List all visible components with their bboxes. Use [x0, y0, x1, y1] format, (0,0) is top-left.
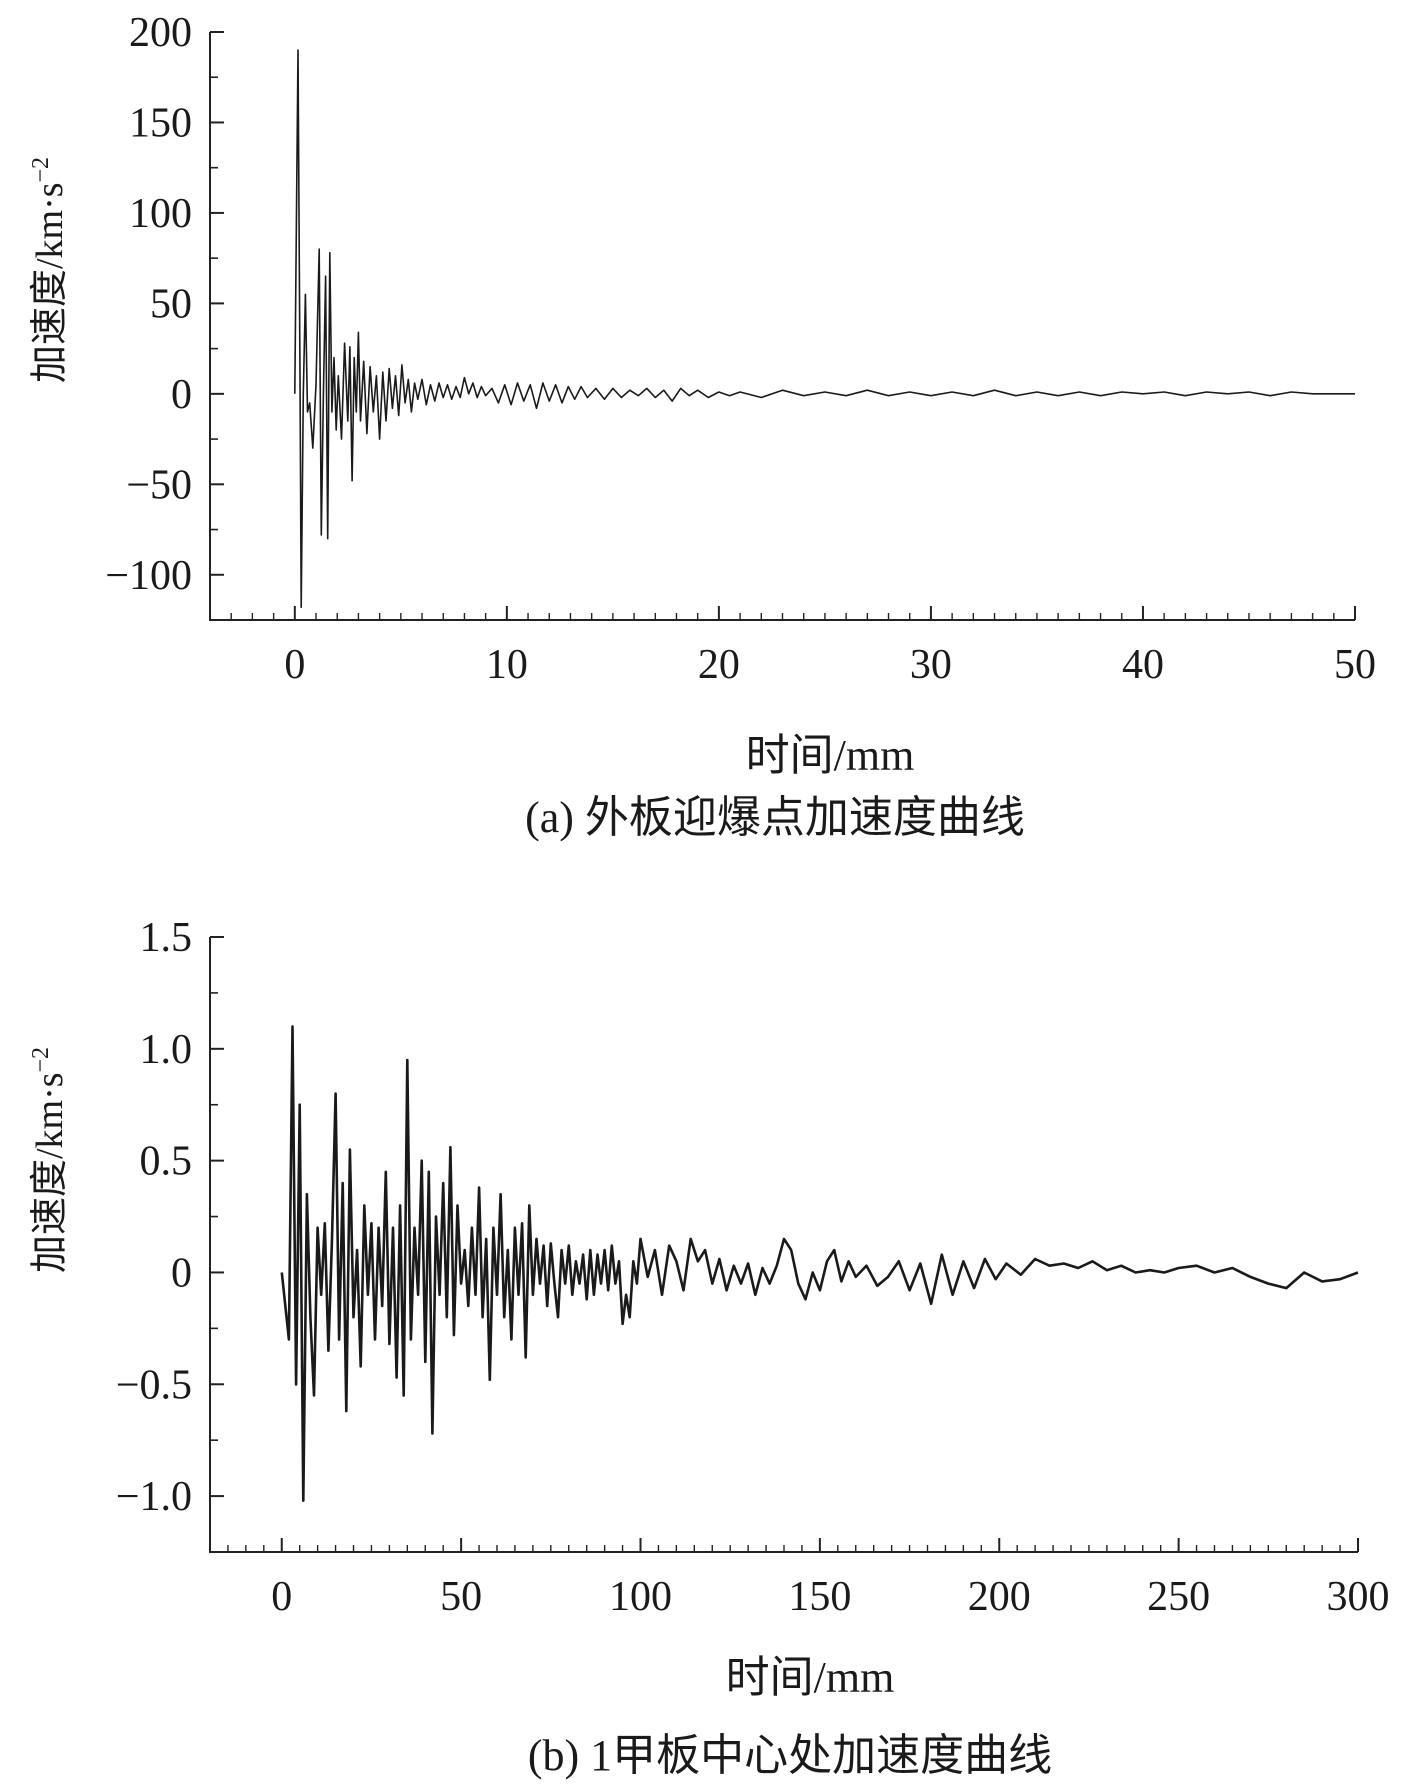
chart-a-x-tick-label: 50 — [1334, 642, 1376, 688]
chart-panel-b: 1.5 1.0 0.5 0 −0.5 −1.0 0 50 100 150 200 250 300 加速… — [28, 915, 1390, 1780]
chart-a-y-tick-label: 200 — [129, 10, 192, 56]
chart-a-y-tick-labels: 200 150 100 50 0 −50 −100 — [105, 10, 192, 599]
chart-a-y-tick-label: 100 — [129, 191, 192, 237]
chart-b-y-tick-label: −0.5 — [116, 1362, 192, 1408]
chart-a-x-tick-labels: 0 10 20 30 40 50 — [284, 642, 1376, 688]
chart-b-x-tick-label: 300 — [1327, 1574, 1390, 1620]
chart-a-x-tick-label: 30 — [910, 642, 952, 688]
chart-a-y-tick-label: 150 — [129, 100, 192, 146]
chart-b-x-tick-label: 250 — [1147, 1574, 1210, 1620]
chart-panel-a: 200 150 100 50 0 −50 −100 0 10 20 30 40 50 加速度/km·s… — [28, 10, 1376, 842]
chart-b-series-line — [280, 1025, 1359, 1502]
chart-b-y-tick-label: 0.5 — [140, 1139, 193, 1185]
chart-b-x-tick-label: 100 — [609, 1574, 672, 1620]
chart-a-x-tick-label: 10 — [486, 642, 528, 688]
chart-b-x-tick-labels: 0 50 100 150 200 250 300 — [271, 1574, 1389, 1620]
chart-a-y-tick-label: 50 — [150, 281, 192, 327]
chart-b-y-tick-label: 0 — [171, 1250, 192, 1296]
chart-b-y-tick-label: 1.5 — [140, 915, 193, 961]
chart-a-axes — [209, 32, 1355, 621]
chart-b-x-tick-label: 200 — [968, 1574, 1031, 1620]
chart-a-caption: (a) 外板迎爆点加速度曲线 — [525, 793, 1025, 842]
chart-a-y-tick-label: −50 — [126, 462, 192, 508]
chart-b-y-axis-title: 加速度/km·s−2 — [28, 1047, 71, 1273]
chart-a-series-line — [294, 49, 1355, 609]
chart-a-y-tick-label: −100 — [105, 553, 192, 599]
chart-a-ticks — [209, 31, 1356, 621]
chart-b-ticks — [209, 936, 1359, 1553]
chart-b-caption: (b) 1甲板中心处加速度曲线 — [528, 1731, 1052, 1780]
chart-b-x-axis-title: 时间/mm — [726, 1653, 895, 1702]
chart-b-x-tick-label: 50 — [440, 1574, 482, 1620]
chart-b-y-tick-label: 1.0 — [140, 1027, 193, 1073]
chart-a-y-axis-title: 加速度/km·s−2 — [28, 157, 71, 383]
chart-a-x-tick-label: 20 — [698, 642, 740, 688]
chart-b-y-tick-label: −1.0 — [116, 1474, 192, 1520]
chart-a-x-tick-label: 40 — [1122, 642, 1164, 688]
chart-a-y-tick-label: 0 — [171, 372, 192, 418]
chart-a-x-axis-title: 时间/mm — [746, 731, 915, 780]
chart-b-y-tick-labels: 1.5 1.0 0.5 0 −0.5 −1.0 — [116, 915, 192, 1520]
chart-b-x-tick-label: 150 — [788, 1574, 851, 1620]
chart-b-axes — [209, 937, 1358, 1553]
chart-a-x-tick-label: 0 — [284, 642, 305, 688]
chart-b-x-tick-label: 0 — [271, 1574, 292, 1620]
